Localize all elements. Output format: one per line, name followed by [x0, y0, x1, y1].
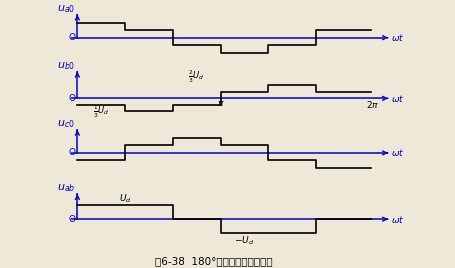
Text: O: O — [68, 148, 75, 157]
Text: $\frac{2}{3}U_d$: $\frac{2}{3}U_d$ — [188, 68, 205, 84]
Text: $\frac{1}{3}U_d$: $\frac{1}{3}U_d$ — [93, 103, 110, 120]
Text: $u_{a0}$: $u_{a0}$ — [57, 3, 75, 15]
Text: O: O — [68, 215, 75, 224]
Text: O: O — [68, 94, 75, 103]
Text: $u_{ab}$: $u_{ab}$ — [57, 182, 75, 194]
Text: $\pi$: $\pi$ — [217, 99, 224, 108]
Text: $2\pi$: $2\pi$ — [366, 99, 379, 110]
Text: $u_{b0}$: $u_{b0}$ — [57, 60, 75, 72]
Text: $U_d$: $U_d$ — [119, 192, 131, 204]
Text: $\omega t$: $\omega t$ — [391, 93, 404, 104]
Text: O: O — [68, 33, 75, 42]
Text: 图6-38  180°导通型输出交流电压: 图6-38 180°导通型输出交流电压 — [155, 257, 273, 267]
Text: $u_{c0}$: $u_{c0}$ — [57, 118, 75, 130]
Text: $\omega t$: $\omega t$ — [391, 147, 404, 158]
Text: $\omega t$: $\omega t$ — [391, 32, 404, 43]
Text: $\omega t$: $\omega t$ — [391, 214, 404, 225]
Text: $-U_d$: $-U_d$ — [234, 234, 255, 247]
